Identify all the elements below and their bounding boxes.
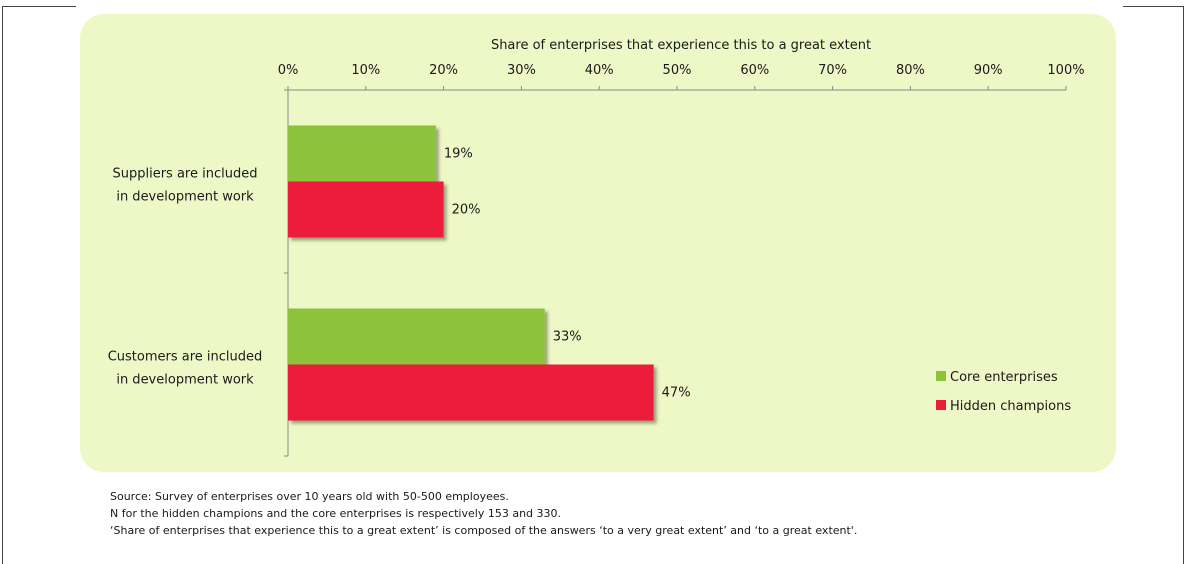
x-tick-label: 100% — [1047, 63, 1084, 78]
x-tick-label: 0% — [278, 63, 299, 78]
legend-swatch — [936, 400, 946, 410]
bar — [288, 125, 436, 182]
bar-chart: Share of enterprises that experience thi… — [108, 38, 1085, 457]
x-tick-label: 20% — [429, 63, 458, 78]
category-label: Customers are included — [108, 350, 263, 365]
legend-label: Hidden champions — [950, 399, 1071, 414]
data-label: 33% — [553, 330, 582, 345]
note-definition: ‘Share of enterprises that experience th… — [110, 524, 858, 537]
x-tick-label: 60% — [740, 63, 769, 78]
frame-top-left-rule — [2, 6, 76, 7]
x-tick-label: 90% — [974, 63, 1003, 78]
note-sample-size: N for the hidden champions and the core … — [110, 507, 562, 520]
frame-top-right-rule — [1123, 6, 1183, 7]
bar — [288, 364, 654, 421]
x-tick-label: 70% — [818, 63, 847, 78]
category-label: in development work — [116, 190, 254, 205]
data-label: 47% — [662, 386, 691, 401]
category-label: in development work — [116, 373, 254, 388]
legend-swatch — [936, 371, 946, 381]
frame-right-rule — [1183, 6, 1184, 564]
data-label: 20% — [452, 203, 481, 218]
data-label: 19% — [444, 147, 473, 162]
bar — [288, 308, 545, 365]
bar — [288, 181, 444, 238]
x-tick-label: 40% — [585, 63, 614, 78]
frame-left-rule — [2, 6, 3, 564]
x-tick-label: 80% — [896, 63, 925, 78]
note-source: Source: Survey of enterprises over 10 ye… — [110, 490, 509, 503]
category-label: Suppliers are included — [113, 167, 258, 182]
x-tick-label: 30% — [507, 63, 536, 78]
source-notes: Source: Survey of enterprises over 10 ye… — [110, 488, 857, 539]
x-tick-label: 50% — [663, 63, 692, 78]
legend-label: Core enterprises — [950, 370, 1058, 385]
x-tick-label: 10% — [351, 63, 380, 78]
chart-title: Share of enterprises that experience thi… — [491, 38, 871, 53]
